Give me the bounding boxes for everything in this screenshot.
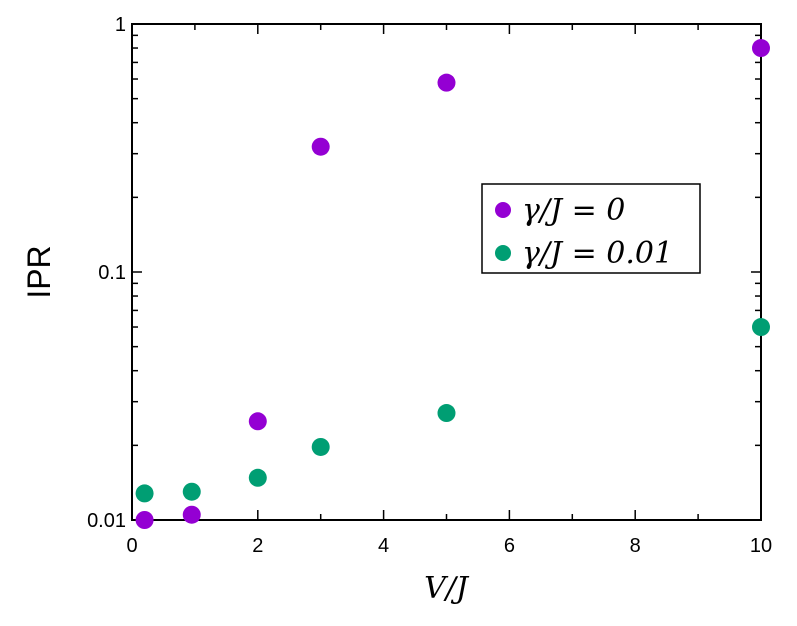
data-point-series-1 <box>135 484 154 503</box>
data-point-series-0 <box>437 73 456 92</box>
legend-marker-series-1 <box>495 245 511 261</box>
legend-label-series-0: γ/J = 0 <box>522 193 625 228</box>
y-tick-label: 0.01 <box>87 510 126 532</box>
data-point-series-0 <box>182 505 201 524</box>
data-point-series-0 <box>752 39 770 58</box>
x-tick-label: 0 <box>126 535 137 557</box>
y-tick-label: 1 <box>115 14 126 36</box>
x-tick-label: 8 <box>630 535 641 557</box>
data-point-series-1 <box>311 437 330 456</box>
data-point-series-1 <box>248 468 267 487</box>
y-tick-label: 0.1 <box>98 262 126 284</box>
data-point-series-1 <box>752 318 770 337</box>
x-tick-label: 6 <box>504 535 515 557</box>
legend-marker-series-0 <box>495 202 511 218</box>
data-point-series-1 <box>437 404 456 423</box>
axis-tick-labels: 0 2 4 6 8 10 0.01 0.1 1 <box>87 14 772 557</box>
axis-ticks <box>131 24 762 521</box>
y-axis-label: IPR <box>21 245 57 298</box>
legend-box <box>481 183 701 274</box>
legend-label-series-1: γ/J = 0.01 <box>522 236 673 271</box>
x-tick-label: 10 <box>750 535 772 557</box>
x-tick-label: 2 <box>252 535 263 557</box>
x-tick-label: 4 <box>378 535 389 557</box>
data-points <box>135 39 770 529</box>
data-point-series-0 <box>311 137 330 156</box>
data-point-series-0 <box>248 412 267 431</box>
data-point-series-0 <box>135 511 154 529</box>
legend: γ/J = 0 γ/J = 0.01 <box>481 183 701 274</box>
x-axis-label: V/J <box>424 571 470 606</box>
data-point-series-1 <box>182 482 201 501</box>
